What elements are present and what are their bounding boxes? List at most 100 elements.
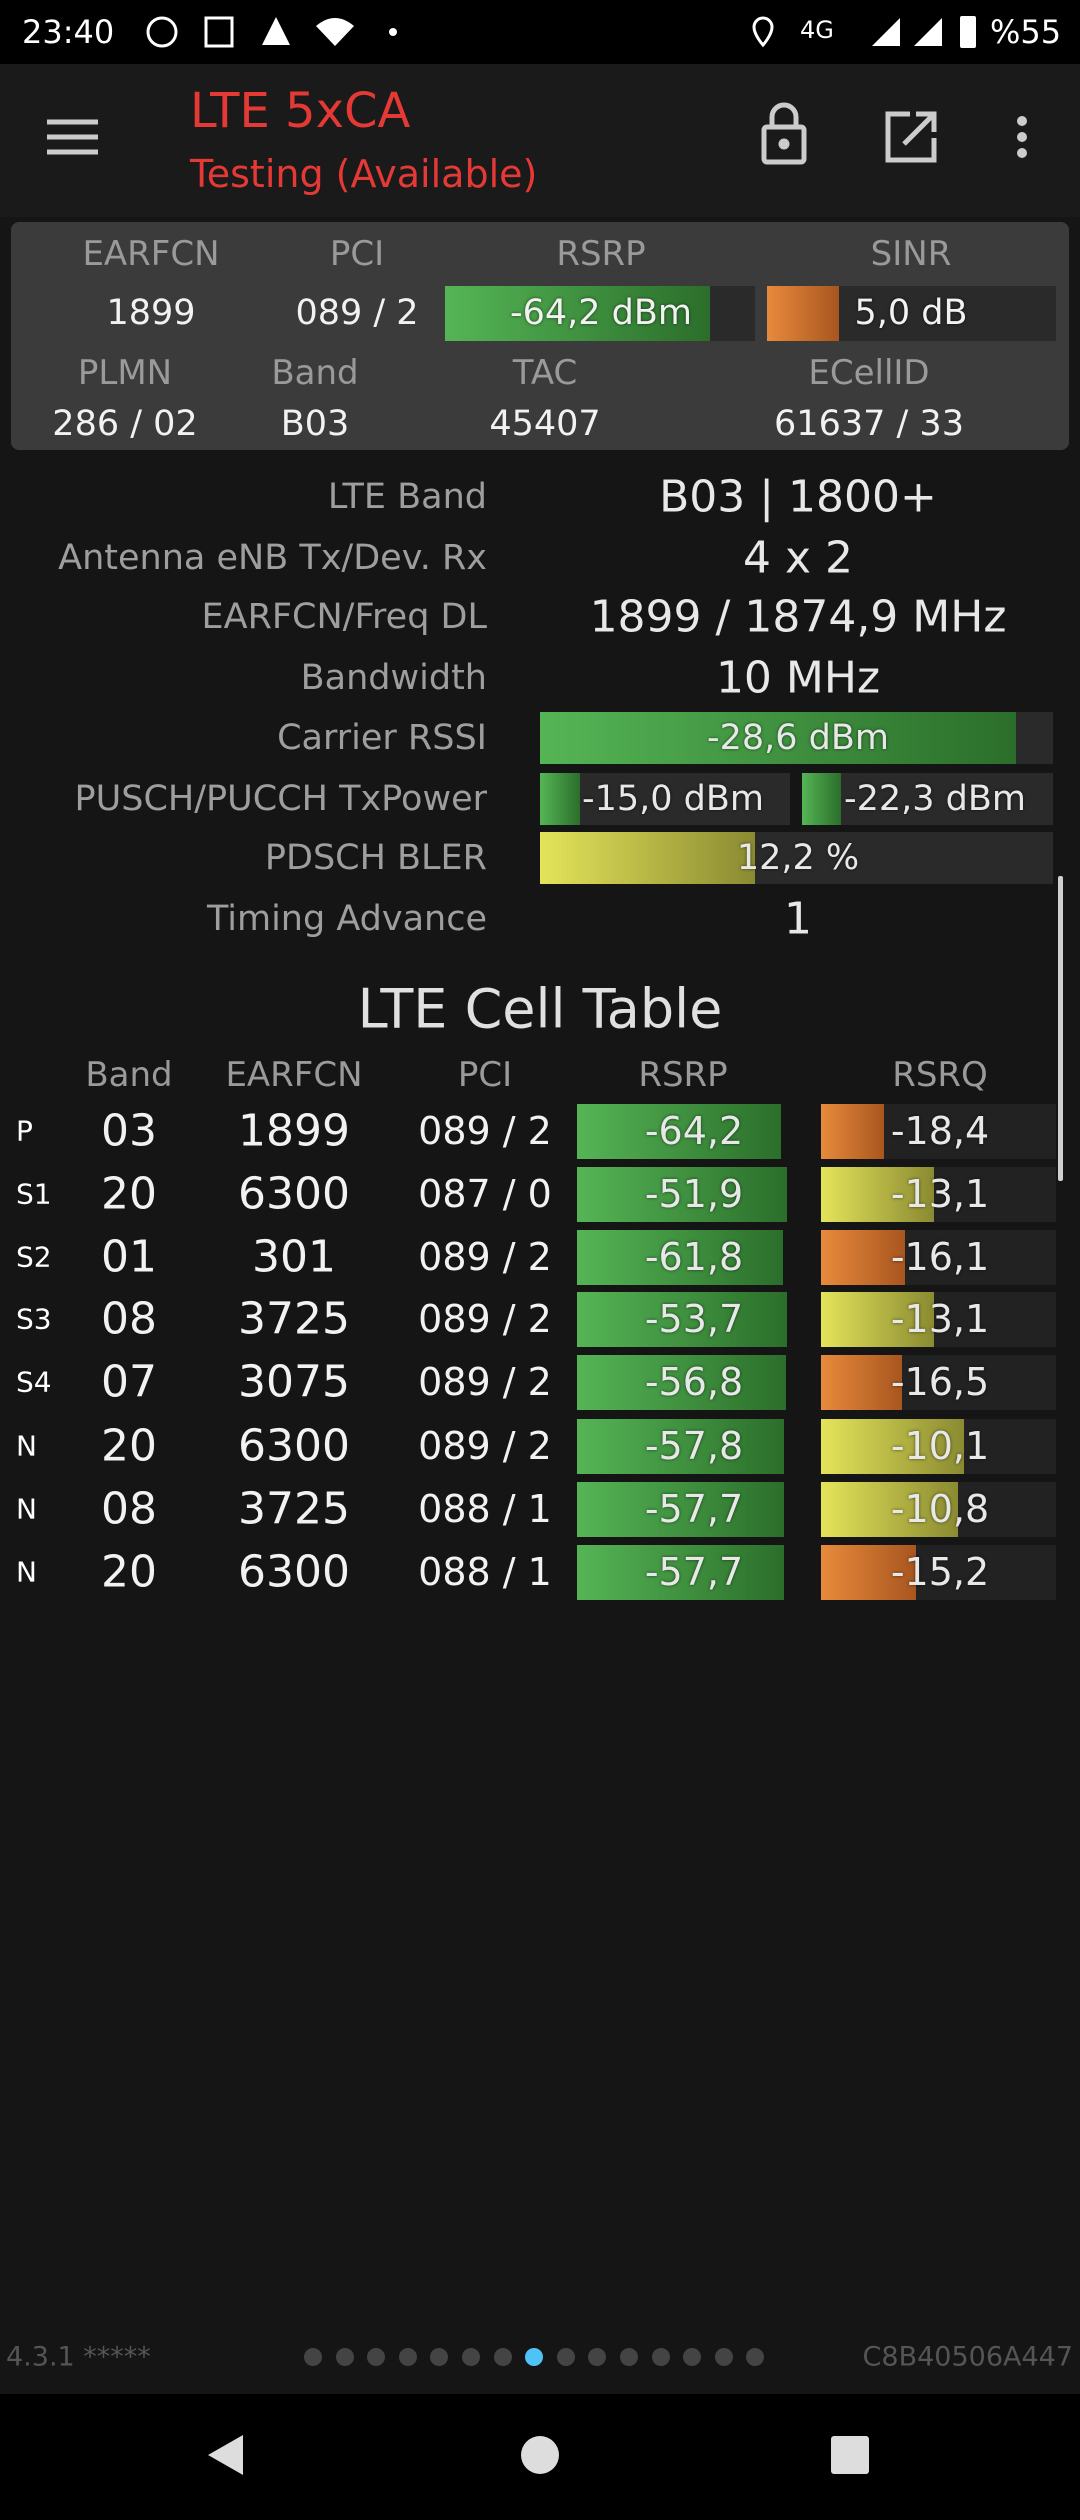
detail-value: 1899 / 1874,9 MHz: [589, 591, 1007, 643]
page-dot[interactable]: [335, 2348, 354, 2366]
app-version: 4.3.1 *****: [6, 2341, 151, 2373]
status-time: 23:40: [22, 13, 115, 51]
cell-band: 07: [101, 1356, 157, 1408]
cell-rsrq: -16,1: [890, 1235, 990, 1279]
cell-type: S2: [16, 1240, 52, 1274]
pucch-bar: [802, 773, 841, 825]
more-button[interactable]: [1017, 116, 1027, 158]
page-dot[interactable]: [525, 2348, 544, 2366]
cell-table-header: PCI: [457, 1055, 513, 1095]
page-dot[interactable]: [620, 2348, 638, 2366]
cell-table-title: LTE Cell Table: [357, 977, 723, 1041]
pucch-value: -22,3 dBm: [844, 779, 1027, 819]
page-dot[interactable]: [462, 2348, 480, 2366]
cell-table-header: EARFCN: [225, 1055, 363, 1095]
rsrq-bar: [821, 1354, 902, 1410]
page-dot[interactable]: [746, 2348, 765, 2366]
detail-label: PDSCH BLER: [264, 838, 487, 878]
page-dot[interactable]: [556, 2348, 575, 2366]
cell-rsrp: -57,8: [644, 1424, 744, 1468]
cell-earfcn: 301: [252, 1231, 336, 1283]
cell-table-header: RSRQ: [892, 1055, 988, 1095]
back-button[interactable]: [208, 2435, 243, 2475]
detail-label: Antenna eNB Tx/Dev. Rx: [58, 538, 487, 578]
summary-header: EARFCN: [82, 234, 220, 274]
cell-rsrq: -10,1: [890, 1424, 990, 1468]
detail-label: Timing Advance: [206, 899, 487, 939]
rsrp-bar: [577, 1291, 787, 1347]
home-button[interactable]: [521, 2436, 559, 2474]
summary-header: PLMN: [77, 353, 173, 393]
summary-header: Band: [271, 353, 359, 393]
rsrp-bar: [445, 285, 710, 341]
lock-button[interactable]: [761, 102, 807, 165]
page-dot[interactable]: [367, 2348, 386, 2366]
cell-type: N: [16, 1429, 37, 1463]
cell-pci: 089 / 2: [418, 1235, 552, 1279]
pusch-bar: [540, 773, 580, 825]
summary-header: TAC: [512, 353, 578, 393]
detail-label: LTE Band: [327, 477, 487, 517]
summary-value: 1899: [106, 293, 196, 333]
cell-rsrq: -15,2: [890, 1550, 990, 1594]
recents-button[interactable]: [831, 2436, 869, 2474]
detail-value: 1: [784, 893, 812, 945]
cell-type: N: [16, 1555, 37, 1589]
page-dot[interactable]: [714, 2348, 733, 2366]
cell-table-header: RSRP: [638, 1055, 728, 1095]
cell-rsrp: -56,8: [644, 1360, 744, 1404]
sinr-bar: [767, 285, 839, 341]
cell-band: 20: [101, 1168, 157, 1220]
cell-type: N: [16, 1492, 37, 1526]
cell-earfcn: 3725: [238, 1293, 350, 1345]
cell-band: 08: [101, 1293, 157, 1345]
detail-value: B03 | 1800+: [659, 471, 937, 523]
cell-pci: 089 / 2: [418, 1297, 552, 1341]
cell-pci: 088 / 1: [418, 1550, 552, 1594]
bler-bar: [540, 832, 755, 884]
page-dot[interactable]: [588, 2348, 607, 2366]
summary-value: -64,2 dBm: [509, 293, 693, 333]
cell-pci: 089 / 2: [418, 1424, 552, 1468]
pucch-track: [802, 773, 1053, 825]
detail-label: EARFCN/Freq DL: [201, 597, 487, 637]
detail-label: Carrier RSSI: [277, 718, 487, 758]
app-title: LTE 5xCA: [190, 83, 411, 139]
rsrq-bar: [821, 1544, 916, 1600]
summary-value: B03: [280, 404, 350, 444]
cell-rsrq: -18,4: [890, 1109, 990, 1153]
cell-type: P: [16, 1114, 33, 1148]
share-button[interactable]: [885, 111, 937, 163]
page-dot[interactable]: [493, 2348, 512, 2366]
cell-band: 08: [101, 1483, 157, 1535]
detail-label: PUSCH/PUCCH TxPower: [74, 779, 487, 819]
cell-band: 01: [101, 1231, 157, 1283]
cell-rsrq: -13,1: [890, 1297, 990, 1341]
rsrp-bar: [577, 1229, 783, 1285]
page-dot[interactable]: [683, 2348, 702, 2366]
summary-value: 5,0 dB: [854, 293, 968, 333]
detail-value: 10 MHz: [715, 652, 881, 704]
page-dot[interactable]: [430, 2348, 449, 2366]
cell-pci: 089 / 2: [418, 1360, 552, 1404]
cell-rsrp: -51,9: [644, 1172, 744, 1216]
page-dot[interactable]: [651, 2348, 670, 2366]
cell-rsrp: -61,8: [644, 1235, 744, 1279]
cell-rsrp: -57,7: [644, 1487, 744, 1531]
page-dot[interactable]: [398, 2348, 417, 2366]
cell-rsrq: -13,1: [890, 1172, 990, 1216]
rsrp-bar: [577, 1481, 784, 1537]
cell-band: 20: [101, 1546, 157, 1598]
status-icons: [146, 16, 976, 48]
page-dot[interactable]: [304, 2348, 322, 2366]
cell-earfcn: 6300: [238, 1168, 350, 1220]
menu-button[interactable]: [47, 119, 98, 155]
cell-rsrq: -16,5: [890, 1360, 990, 1404]
cell-earfcn: 3075: [238, 1356, 350, 1408]
cell-rsrq: -10,8: [890, 1487, 990, 1531]
summary-header: PCI: [329, 234, 385, 274]
cell-pci: 089 / 2: [418, 1109, 552, 1153]
app-bar: [0, 64, 1080, 217]
cell-type: S4: [16, 1365, 52, 1399]
